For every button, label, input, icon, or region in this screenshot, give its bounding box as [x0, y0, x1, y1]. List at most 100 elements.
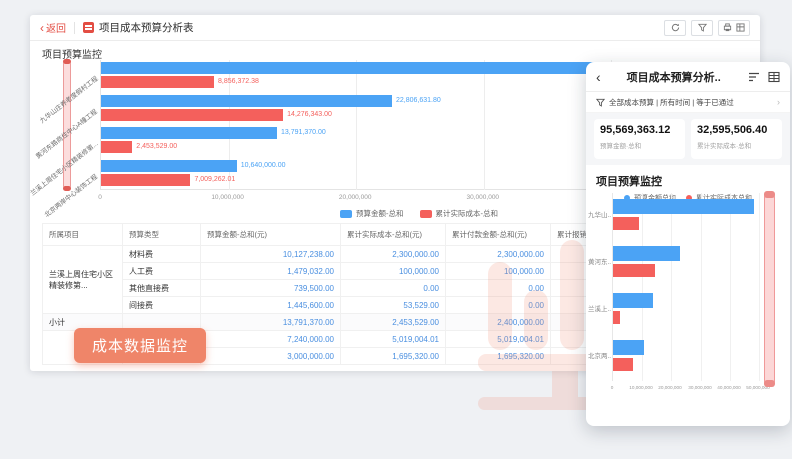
legend-item[interactable]: 累计实际成本-总和 [419, 208, 498, 219]
panel-filter-bar[interactable]: 全部成本预算 | 所有时间 | 等于已通过 › [586, 92, 790, 113]
axis-tick-label: 30,000,000 [687, 385, 712, 391]
actual-cost-bar[interactable] [613, 358, 634, 371]
axis-tick-label: 0 [610, 385, 614, 391]
column-header: 预算金额-总和(元) [200, 223, 341, 246]
back-button[interactable]: ‹ 返回 [40, 20, 66, 36]
stat-card-actual-cost[interactable]: 32,595,506.40 累计实际成本·总和 [691, 119, 782, 159]
value-cell: 7,240,000.00 [200, 330, 341, 348]
legend-item[interactable]: 预算金额总和 [624, 193, 676, 203]
column-header: 累计付款金额-总和(元) [445, 223, 551, 246]
value-cell: 1,695,320.00 [445, 347, 551, 365]
toolbar [664, 19, 750, 36]
axis-tick-label: 30,000,000 [466, 194, 500, 201]
watermark-stand [552, 371, 578, 397]
gridline [356, 60, 358, 190]
stat-label: 累计实际成本·总和 [697, 143, 752, 150]
axis-tick-label: 40,000,000 [717, 385, 741, 391]
axis-tick-label: 50,000,000 [746, 385, 770, 391]
project-cell: 兰溪上周住宅小区精装修第... [42, 245, 123, 314]
value-cell: 53,529.00 [340, 296, 446, 314]
legend-swatch [419, 209, 432, 218]
budget-bar[interactable] [613, 340, 645, 355]
actual-cost-bar[interactable] [613, 217, 639, 230]
budget-type-cell: 其他直接费 [122, 279, 201, 297]
window-title: 项目成本预算分析表 [99, 22, 194, 34]
back-label: 返回 [46, 24, 66, 35]
panel-back-chevron-icon[interactable]: ‹ [596, 68, 601, 85]
chart-widget-title: 项目预算监控 [42, 50, 102, 61]
refresh-button[interactable] [664, 19, 686, 36]
legend-label: 累计实际成本总和 [696, 193, 752, 203]
legend-dot [624, 195, 630, 201]
stat-card-budget[interactable]: 95,569,363.12 预算金额·总和 [594, 119, 685, 159]
stat-value: 32,595,506.40 [697, 124, 768, 136]
value-cell: 739,500.00 [200, 279, 341, 297]
value-cell: 10,127,238.00 [200, 245, 341, 263]
mobile-preview-panel: ‹ 项目成本预算分析.. 全部成本预算 | 所有时间 | 等于已通过 › 95,… [586, 62, 790, 426]
panel-filter-text: 全部成本预算 | 所有时间 | 等于已通过 [609, 97, 734, 107]
axis-tick-label: 10,000,000 [211, 194, 244, 201]
value-cell: 1,695,320.00 [340, 347, 446, 365]
budget-bar[interactable] [101, 62, 718, 74]
category-label: 兰溪上.. [588, 306, 611, 313]
panel-datazoom-slider[interactable] [764, 191, 775, 387]
gridline [700, 193, 702, 381]
actual-cost-bar[interactable] [101, 108, 284, 121]
back-chevron-icon: ‹ [40, 20, 44, 35]
refresh-icon [671, 23, 679, 32]
value-cell: 100,000.00 [340, 262, 446, 280]
stat-label: 预算金额·总和 [600, 143, 642, 150]
value-cell: 2,453,529.00 [340, 313, 446, 331]
actual-cost-bar[interactable] [613, 311, 621, 324]
panel-datazoom-top-handle[interactable] [764, 191, 775, 198]
table-grid-icon[interactable] [768, 71, 780, 83]
axis-tick-label: 0 [98, 194, 102, 201]
main-chart-plot: 8,856,372.38 22,806,631.80 14,276,343.00 13… [100, 60, 738, 190]
legend-item[interactable]: 预算金额-总和 [340, 208, 404, 219]
category-label: 黄河东.. [588, 259, 611, 266]
actual-cost-bar[interactable] [101, 76, 214, 88]
actual-cost-bar[interactable] [613, 264, 655, 277]
export-button[interactable] [718, 19, 750, 36]
budget-bar[interactable] [101, 159, 237, 172]
filter-button[interactable] [691, 19, 713, 36]
panel-stats: 95,569,363.12 预算金额·总和 32,595,506.40 累计实际… [586, 113, 790, 165]
sort-list-icon[interactable] [748, 71, 760, 83]
stat-value: 95,569,363.12 [600, 124, 671, 136]
panel-chart: 九华山.. 黄河东.. 兰溪上.. 北京两.. 0 10,000,000 20,000,0… [586, 191, 790, 397]
actual-cost-bar[interactable] [101, 173, 191, 186]
value-cell: 3,000,000.00 [200, 347, 341, 365]
form-doc-icon [83, 22, 94, 33]
panel-chart-legend: 预算金额总和 累计实际成本总和 [586, 191, 790, 203]
header-divider [74, 21, 75, 34]
panel-chart-title: 项目预算监控 [596, 176, 662, 188]
window-header: ‹ 返回 项目成本预算分析表 [30, 15, 760, 41]
budget-type-cell: 间接费 [122, 296, 201, 314]
cost-monitor-badge: 成本数据监控 [74, 328, 207, 363]
panel-title: 项目成本预算分析.. [626, 71, 721, 84]
datazoom-bottom-handle[interactable] [63, 186, 71, 191]
chart-datazoom-slider[interactable] [63, 59, 71, 191]
budget-type-cell: 材料费 [122, 245, 201, 263]
budget-type-cell: 人工费 [122, 262, 201, 280]
budget-bar[interactable] [613, 246, 680, 261]
budget-bar[interactable] [101, 94, 392, 107]
axis-tick-label: 20,000,000 [338, 194, 372, 201]
bar-value-label: 8,856,372.38 [218, 78, 259, 85]
budget-bar[interactable] [613, 199, 755, 214]
value-cell: 0.00 [445, 279, 551, 297]
gridline [228, 60, 230, 190]
budget-bar[interactable] [101, 127, 277, 139]
print-icon [723, 23, 732, 32]
panel-datazoom-bottom-handle[interactable] [764, 380, 775, 387]
gridline [642, 193, 644, 381]
gridline [671, 193, 673, 381]
datazoom-top-handle[interactable] [63, 59, 71, 64]
value-cell: 0.00 [445, 296, 551, 314]
actual-cost-bar[interactable] [101, 141, 133, 153]
value-cell: 5,019,004.01 [340, 330, 446, 348]
budget-bar[interactable] [613, 293, 654, 308]
legend-item[interactable]: 累计实际成本总和 [686, 193, 752, 203]
category-label: 北京两.. [588, 353, 611, 360]
